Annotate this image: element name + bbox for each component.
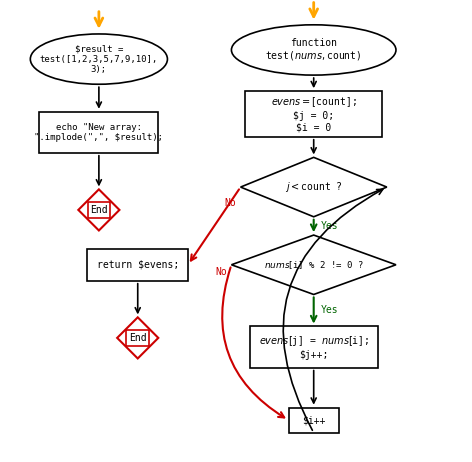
Text: Yes: Yes — [320, 221, 338, 231]
Text: End: End — [129, 333, 146, 343]
Text: echo "New array:
".implode(",", $result);: echo "New array: ".implode(",", $result)… — [34, 122, 163, 142]
Text: $evens = [$count];
$j = 0;
$i = 0: $evens = [$count]; $j = 0; $i = 0 — [271, 96, 356, 133]
Text: No: No — [215, 267, 227, 277]
Bar — [245, 91, 382, 137]
Bar — [88, 202, 110, 218]
Ellipse shape — [30, 34, 168, 84]
Text: $evens[$j] = $nums[$i];
$j++;: $evens[$j] = $nums[$i]; $j++; — [259, 334, 369, 360]
Polygon shape — [78, 189, 119, 231]
Bar — [87, 249, 188, 281]
Text: function
test($nums, $count): function test($nums, $count) — [265, 37, 362, 62]
Polygon shape — [241, 158, 387, 217]
Ellipse shape — [231, 25, 396, 75]
Text: No: No — [224, 199, 236, 208]
Text: $j < $count ?: $j < $count ? — [285, 180, 343, 194]
Polygon shape — [117, 317, 158, 359]
Text: $nums[$i] % 2 != 0 ?: $nums[$i] % 2 != 0 ? — [264, 259, 363, 271]
Bar — [40, 112, 158, 153]
Bar — [126, 330, 149, 346]
Text: return $evens;: return $evens; — [97, 260, 179, 270]
Bar — [288, 407, 339, 433]
Text: End: End — [90, 205, 108, 215]
Text: $i++: $i++ — [302, 415, 326, 425]
Bar — [250, 327, 378, 368]
Polygon shape — [231, 235, 396, 294]
Text: Yes: Yes — [320, 305, 338, 316]
Text: $result =
test([1,2,3,5,7,9,10],
3);: $result = test([1,2,3,5,7,9,10], 3); — [40, 44, 158, 74]
